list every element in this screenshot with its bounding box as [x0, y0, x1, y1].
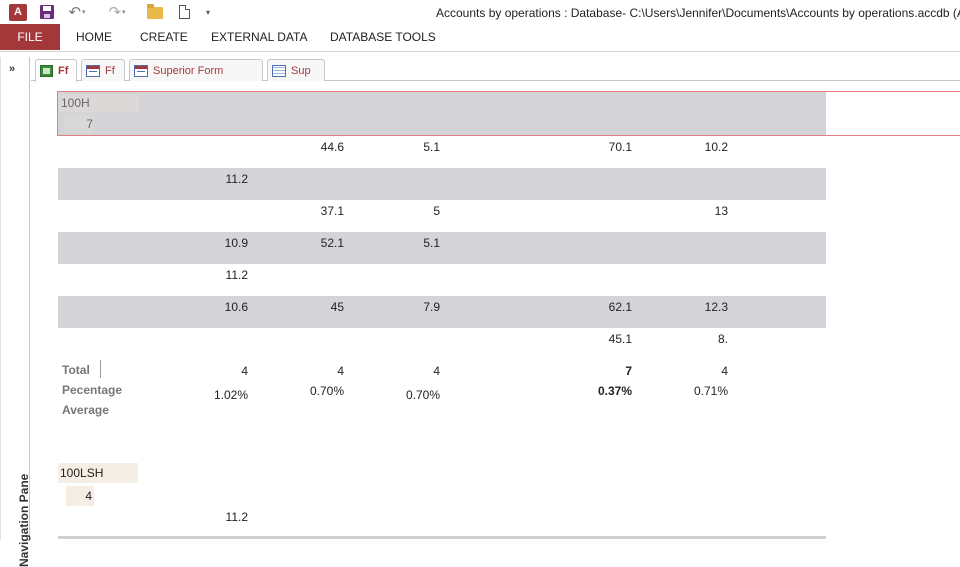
redo-dropdown-icon[interactable]: ▾: [122, 9, 126, 16]
row-band: [58, 536, 826, 539]
doc-tab-sup[interactable]: Sup: [267, 59, 325, 81]
cell-r7-c5[interactable]: 8.: [717, 332, 728, 346]
row-band: [58, 232, 826, 264]
group-count[interactable]: 7: [64, 115, 94, 133]
app-icon-letter: A: [9, 3, 27, 21]
doc-tab-ff-datasheet[interactable]: Ff: [35, 59, 77, 82]
ribbon-tabs: FILE HOME CREATE EXTERNAL DATA DATABASE …: [0, 24, 960, 52]
cell-r1-c3[interactable]: 5.1: [423, 140, 440, 154]
percentage-c5[interactable]: 0.71%: [693, 384, 728, 398]
cell-r4-c1[interactable]: 10.9: [224, 236, 248, 250]
report-view[interactable]: 100H 7 44.6 5.1 70.1 10.2 11.2 37.1 5 13…: [32, 82, 960, 540]
cell-r3-c3[interactable]: 5: [433, 204, 440, 218]
open-folder-icon[interactable]: [146, 3, 164, 21]
doc-tab-label: Sup: [291, 64, 311, 77]
datasheet-icon: [40, 65, 53, 77]
cell-r3-c5[interactable]: 13: [714, 204, 728, 218]
cell-r1-c5[interactable]: 10.2: [704, 140, 728, 154]
doc-tab-label: Ff: [105, 64, 115, 77]
document-tabs: Ff Ff Superior Form Sup: [31, 57, 960, 82]
cell-r1-c2[interactable]: 44.6: [320, 140, 344, 154]
new-document-icon[interactable]: [176, 3, 192, 21]
group-count[interactable]: 4: [66, 486, 94, 506]
cell-r6-c1[interactable]: 10.6: [224, 300, 248, 314]
form-icon: [134, 64, 148, 77]
tab-database-tools[interactable]: DATABASE TOOLS: [330, 30, 436, 44]
cell-r6-c5[interactable]: 12.3: [704, 300, 728, 314]
tab-home[interactable]: HOME: [76, 30, 112, 44]
navigation-pane[interactable]: » Navigation Pane: [0, 57, 31, 567]
doc-tab-label: Ff: [58, 65, 69, 77]
save-icon[interactable]: [38, 3, 56, 21]
tab-external-data[interactable]: EXTERNAL DATA: [211, 30, 308, 44]
doc-tab-superior-form[interactable]: Superior Form: [129, 59, 263, 81]
navigation-pane-label[interactable]: Navigation Pane: [17, 473, 31, 567]
percentage-c1[interactable]: 1.02%: [213, 388, 248, 402]
percentage-label[interactable]: Pecentage: [62, 383, 123, 397]
total-count-c1[interactable]: 4: [241, 364, 248, 378]
cell-r3-c2[interactable]: 37.1: [320, 204, 344, 218]
undo-icon[interactable]: ↶ ▾: [66, 3, 88, 21]
text-cursor: [100, 360, 101, 378]
doc-tab-ff-form[interactable]: Ff: [81, 59, 125, 81]
title-bar: A ↶ ▾ ↷ ▾ ▾ Accounts by operations : Datab…: [0, 0, 960, 24]
redo-icon[interactable]: ↷ ▾: [106, 3, 128, 21]
average-label[interactable]: Average: [62, 403, 109, 417]
cell-g2-r1-c1[interactable]: 11.2: [225, 510, 248, 524]
window-title: Accounts by operations : Database- C:\Us…: [436, 6, 960, 20]
tab-file[interactable]: FILE: [0, 24, 60, 50]
row-band: [58, 296, 826, 328]
cell-r4-c3[interactable]: 5.1: [423, 236, 440, 250]
customize-toolbar-icon[interactable]: ▾: [205, 7, 210, 17]
expand-nav-pane-icon[interactable]: »: [9, 63, 16, 75]
table-icon: [272, 64, 286, 77]
total-count-c5[interactable]: 4: [721, 364, 728, 378]
group-label[interactable]: 100H: [59, 94, 139, 112]
tab-create[interactable]: CREATE: [140, 30, 188, 44]
cell-r7-c4[interactable]: 45.1: [608, 332, 632, 346]
cell-r1-c4[interactable]: 70.1: [608, 140, 632, 154]
total-count-c3[interactable]: 4: [433, 364, 440, 378]
total-count-c2[interactable]: 4: [337, 364, 344, 378]
cell-r6-c4[interactable]: 62.1: [608, 300, 632, 314]
group-label[interactable]: 100LSH: [58, 463, 138, 483]
redo-glyph: ↷: [108, 4, 122, 21]
total-count-c4[interactable]: 7: [625, 364, 632, 378]
cell-r6-c2[interactable]: 45: [330, 300, 344, 314]
group-header-selected[interactable]: 100H 7: [57, 91, 960, 136]
group-header-shade: [58, 92, 826, 135]
cell-r6-c3[interactable]: 7.9: [423, 300, 440, 314]
row-band: [58, 168, 826, 200]
undo-glyph: ↶: [68, 4, 82, 21]
access-app-icon[interactable]: A: [8, 3, 28, 21]
cell-r4-c2[interactable]: 52.1: [320, 236, 344, 250]
cell-r2-c1[interactable]: 11.2: [225, 172, 248, 186]
total-label[interactable]: Total: [62, 363, 90, 377]
percentage-c3[interactable]: 0.70%: [405, 388, 440, 402]
undo-dropdown-icon[interactable]: ▾: [82, 9, 86, 16]
form-icon: [86, 64, 100, 77]
percentage-c4[interactable]: 0.37%: [597, 384, 632, 398]
cell-r5-c1[interactable]: 11.2: [225, 268, 248, 282]
percentage-c2[interactable]: 0.70%: [309, 384, 344, 398]
doc-tab-label: Superior Form: [153, 64, 224, 77]
